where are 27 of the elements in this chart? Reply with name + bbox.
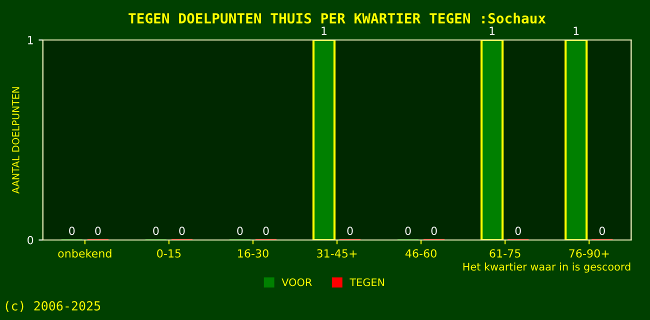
chart-title: TEGEN DOELPUNTEN THUIS PER KWARTIER TEGEN :Sochaux xyxy=(128,12,546,24)
x-tick-label: 0-15 xyxy=(157,249,181,258)
legend-label: VOOR xyxy=(282,278,312,286)
data-label: 1 xyxy=(490,26,495,35)
data-label: 0 xyxy=(95,226,101,236)
x-tick-label: 16-30 xyxy=(238,249,268,258)
data-label: 0 xyxy=(69,226,75,236)
x-axis-title: Het kwartier waar in is gescoord xyxy=(463,262,630,273)
data-label: 0 xyxy=(237,226,243,236)
data-label: 0 xyxy=(599,226,605,236)
data-label: 1 xyxy=(574,26,579,35)
data-label: 0 xyxy=(347,226,353,236)
data-label: 0 xyxy=(153,226,159,236)
data-label: 0 xyxy=(263,226,269,236)
x-tick-label: 46-60 xyxy=(405,249,436,258)
data-label: 1 xyxy=(322,26,327,35)
data-label: 0 xyxy=(515,226,521,236)
data-label: 0 xyxy=(179,226,185,236)
data-label: 0 xyxy=(405,226,411,236)
x-tick-label: 61-75 xyxy=(490,249,520,258)
text: (c) 2006-2025 xyxy=(6,300,100,312)
x-tick-label: 31-45+ xyxy=(317,249,357,258)
legend-label: TEGEN xyxy=(350,278,384,286)
y-axis-title: AANTAL DOELPUNTEN xyxy=(12,87,20,194)
data-label: 0 xyxy=(431,226,437,236)
x-tick-label: 76-90+ xyxy=(569,249,609,258)
x-tick-label: onbekend xyxy=(58,249,112,258)
